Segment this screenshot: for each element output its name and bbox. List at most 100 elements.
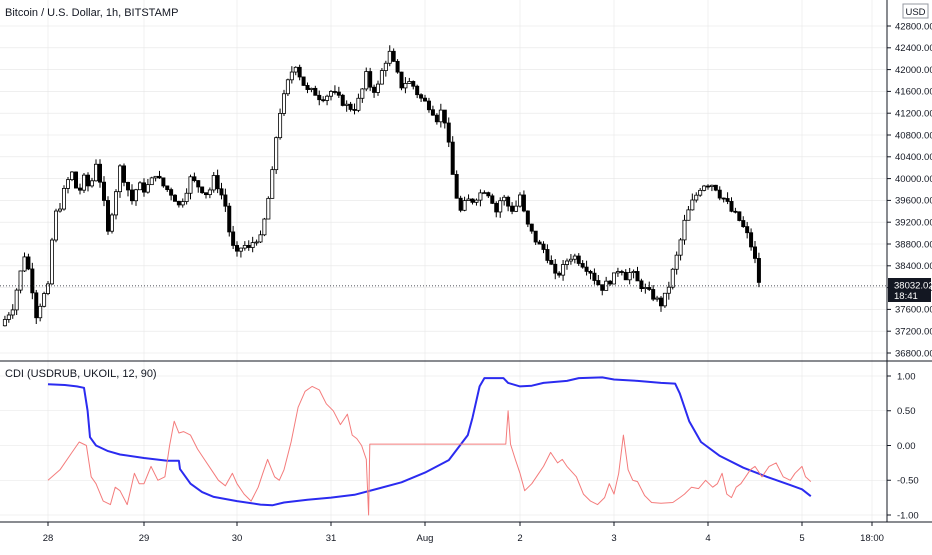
candle-body — [317, 94, 322, 101]
candle-body — [651, 289, 656, 300]
candle-body — [180, 201, 185, 206]
candle-body — [407, 81, 412, 84]
price-candle — [317, 90, 322, 106]
candle-body — [126, 181, 131, 191]
candle-body — [753, 246, 758, 259]
price-candle — [545, 244, 550, 264]
cdi-tick-label: -0.50 — [897, 476, 919, 487]
price-candle — [470, 198, 475, 205]
candle-body — [364, 71, 369, 90]
candle-body — [356, 97, 361, 111]
price-candle — [375, 80, 380, 96]
price-candle — [549, 255, 554, 265]
candle-body — [690, 199, 695, 211]
candle-body — [219, 188, 224, 196]
candle-body — [169, 189, 174, 196]
price-candle — [340, 93, 345, 107]
candle-body — [391, 50, 396, 62]
price-tick-label: 42000.00 — [895, 65, 932, 76]
price-candle — [74, 171, 79, 189]
candle-body — [238, 247, 243, 252]
price-candle — [486, 191, 491, 199]
candle-body — [305, 85, 310, 90]
candles — [2, 45, 761, 327]
candle-body — [529, 223, 534, 232]
price-candle — [129, 184, 134, 205]
candle-body — [114, 191, 119, 216]
last-price-badge: 38032.02 18:41 — [888, 278, 932, 302]
price-candle — [662, 292, 667, 308]
price-candle — [490, 193, 495, 205]
price-candle — [372, 84, 377, 98]
candle-body — [372, 86, 377, 93]
time-tick-label: 31 — [326, 533, 337, 544]
candle-body — [14, 289, 19, 311]
candle-body — [207, 189, 212, 196]
price-candle — [462, 196, 467, 212]
price-tick-label: 40800.00 — [895, 130, 932, 141]
price-candle — [368, 67, 373, 91]
price-candle — [215, 169, 220, 194]
cdi-axis[interactable]: 1.00 0.50 0.00 -0.50 -1.00 — [887, 371, 919, 521]
candle-body — [157, 175, 162, 179]
price-candle — [66, 177, 71, 194]
candle-body — [399, 71, 404, 89]
candle-body — [46, 283, 51, 294]
price-candle — [383, 60, 388, 77]
price-tick-label: 37200.00 — [895, 327, 932, 338]
price-candle — [690, 193, 695, 211]
currency-badge[interactable]: USD — [902, 3, 929, 19]
price-candle — [219, 182, 224, 200]
price-candle — [466, 194, 471, 202]
price-candle — [737, 211, 742, 222]
time-axis[interactable]: 28 29 30 31 Aug 2 3 4 5 18:00 — [43, 522, 884, 544]
bar-countdown: 18:41 — [894, 291, 918, 302]
price-candle — [145, 178, 150, 194]
candle-body — [733, 210, 738, 213]
candle-body — [565, 260, 570, 265]
candle-body — [702, 185, 707, 191]
time-tick-label: 28 — [43, 533, 54, 544]
candle-body — [360, 88, 365, 99]
candle-body — [422, 97, 427, 102]
price-candle — [180, 198, 185, 208]
cdi-series-red — [47, 385, 812, 516]
candle-body — [415, 85, 420, 96]
candle-body — [332, 91, 337, 93]
price-candle — [30, 262, 35, 300]
candle-body — [717, 189, 722, 199]
grid — [0, 0, 887, 522]
price-candle — [86, 172, 91, 192]
candle-body — [561, 264, 566, 276]
candle-body — [242, 244, 247, 249]
price-candle — [709, 184, 714, 192]
candle-body — [635, 271, 640, 282]
price-candle — [510, 202, 515, 215]
price-candle — [309, 87, 314, 93]
price-candle — [596, 275, 601, 286]
price-candle — [580, 260, 585, 269]
candle-body — [709, 184, 714, 187]
price-candle — [379, 68, 384, 85]
candle-body — [470, 198, 475, 203]
price-candle — [686, 205, 691, 221]
candle-body — [368, 71, 373, 88]
price-candle — [58, 202, 63, 213]
candle-body — [231, 231, 236, 246]
candle-body — [694, 194, 699, 201]
price-candle — [258, 230, 263, 243]
candle-body — [482, 192, 487, 195]
price-candle — [635, 266, 640, 282]
candle-body — [608, 280, 613, 285]
price-candle — [446, 117, 451, 148]
price-candle — [741, 216, 746, 228]
candle-body — [756, 258, 761, 283]
candle-body — [568, 258, 573, 262]
price-candle — [203, 192, 208, 199]
price-candle — [172, 194, 177, 202]
price-tick-label: 40000.00 — [895, 174, 932, 185]
candle-body — [309, 87, 314, 90]
